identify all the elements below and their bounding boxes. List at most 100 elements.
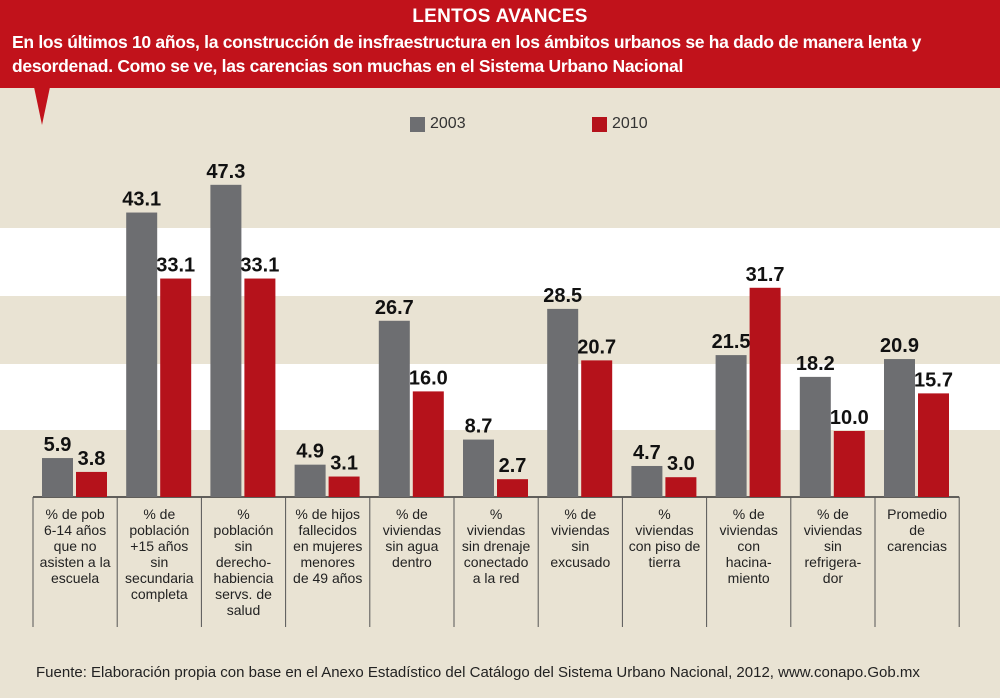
bar-2003-6 [463,439,494,497]
data-label-2003-6: 8.7 [465,416,493,438]
chart-subtitle: En los últimos 10 años, la construcción … [12,32,922,76]
category-label: sin agua [385,538,438,554]
data-label-2010-1: 3.8 [78,448,106,470]
data-label-2003-2: 43.1 [122,189,161,211]
bar-2003-1 [42,458,73,497]
bar-2010-11 [918,393,949,497]
category-label: viviendas [720,522,778,538]
data-label-2010-6: 2.7 [499,455,527,477]
category-label: sin drenaje [462,538,531,554]
data-label-2010-4: 3.1 [330,453,358,475]
category-label: población [129,522,189,538]
source-note: Fuente: Elaboración propia con base en e… [36,664,920,681]
category-label: con piso de [629,538,701,554]
bar-2010-3 [244,278,276,497]
category-label: miento [728,570,770,586]
category-label: viviendas [467,522,525,538]
category-label: servs. de [215,586,272,602]
bar-2003-5 [378,320,410,497]
category-label: dor [823,570,844,586]
category-label: derecho- [216,554,272,570]
category-label: hacina- [726,554,772,570]
data-label-2003-3: 47.3 [206,161,245,183]
category-label: población [214,522,274,538]
category-label: % de pob [46,506,105,522]
category-label: % de [564,506,596,522]
bar-2003-8 [631,465,663,497]
data-label-2003-8: 4.7 [633,442,661,464]
data-label-2003-1: 5.9 [44,434,72,456]
category-label: en mujeres [293,538,362,554]
data-label-2010-11: 15.7 [914,369,953,391]
category-label: % [658,506,670,522]
bar-2003-9 [715,355,747,497]
chart-title: LENTOS AVANCES [412,6,588,27]
bar-2010-4 [328,476,360,497]
category-label: sin [235,538,253,554]
data-label-2010-10: 10.0 [830,407,869,429]
category-label: salud [227,602,260,618]
category-label: % de hijos [295,506,360,522]
bar-2003-2 [126,212,158,498]
category-label: % de [143,506,175,522]
bar-2010-8 [665,477,697,497]
bar-2010-5 [412,391,444,497]
bar-2010-10 [833,431,865,497]
category-label: excusado [550,554,610,570]
legend-swatch-2010 [592,117,607,132]
category-label: sin [150,554,168,570]
category-label: secundaria [125,570,194,586]
category-label: +15 años [130,538,188,554]
bar-2010-2 [160,278,192,497]
category-label: de [909,522,925,538]
category-label: viviendas [551,522,609,538]
category-label: viviendas [383,522,441,538]
category-label: viviendas [804,522,862,538]
category-label: sin [824,538,842,554]
legend-label-2003: 2003 [430,115,466,132]
category-label: Promedio [887,506,947,522]
category-label: % [237,506,249,522]
category-label: tierra [649,554,681,570]
category-label: menores [300,554,354,570]
bar-2010-7 [581,360,613,497]
data-label-2003-5: 26.7 [375,297,414,319]
category-label: con [737,538,760,554]
bar-2010-1 [76,471,107,497]
category-label: conectado [464,554,529,570]
category-label: % de [396,506,428,522]
category-label: a la red [473,570,520,586]
bar-2003-10 [799,376,831,497]
category-label: completa [131,586,188,602]
legend-swatch-2003 [410,117,425,132]
data-label-2010-2: 33.1 [156,255,195,277]
data-label-2010-5: 16.0 [409,367,448,389]
bar-2003-11 [884,359,915,497]
data-label-2010-7: 20.7 [577,336,616,358]
category-label: 6-14 años [44,522,106,538]
data-label-2010-8: 3.0 [667,453,695,475]
category-label: fallecidos [299,522,357,538]
category-label: que no [54,538,97,554]
category-label: sin [571,538,589,554]
category-label: carencias [887,538,947,554]
category-label: % de [733,506,765,522]
category-label: dentro [392,554,432,570]
category-label: de 49 años [293,570,362,586]
category-label: % de [817,506,849,522]
bar-2003-4 [294,464,326,497]
bar-2010-6 [497,479,528,497]
data-label-2003-10: 18.2 [796,353,835,375]
data-label-2003-7: 28.5 [543,285,582,307]
data-label-2010-3: 33.1 [240,255,279,277]
category-label: escuela [51,570,99,586]
header-pointer [34,87,50,125]
legend-label-2010: 2010 [612,115,648,132]
category-label: habiencia [214,570,274,586]
bar-2003-3 [210,184,242,497]
header-banner [0,0,1000,88]
category-label: viviendas [635,522,693,538]
category-label: asisten a la [40,554,111,570]
category-label: % [490,506,502,522]
